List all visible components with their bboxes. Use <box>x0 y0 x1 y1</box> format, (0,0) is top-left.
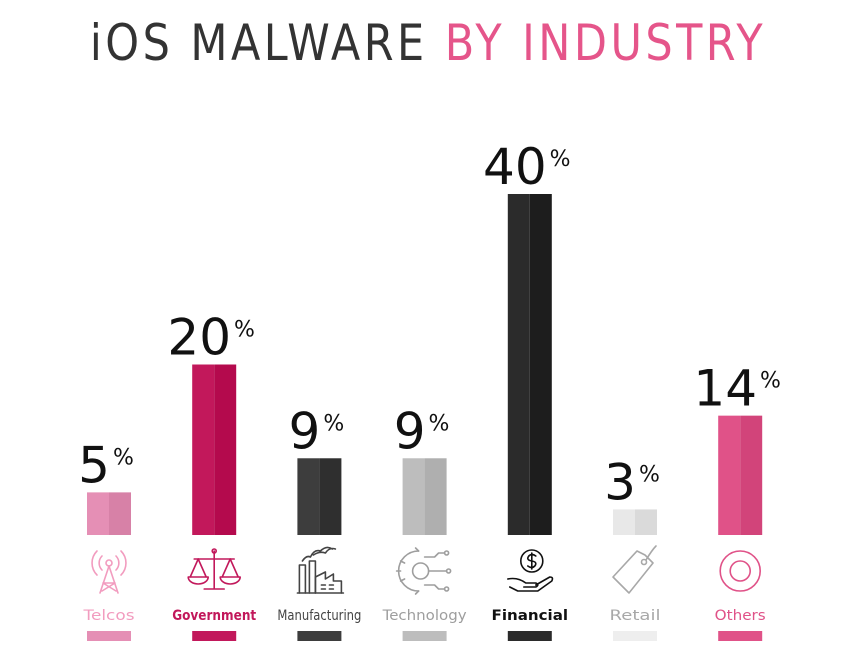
category-label-manufacturing: Manufacturing <box>277 608 361 624</box>
bar-retail-shade <box>635 509 657 535</box>
value-label-technology: 9% <box>394 402 450 460</box>
factory-icon <box>296 546 345 594</box>
category-swatch-technology <box>402 631 447 641</box>
category-swatch-manufacturing <box>297 631 342 641</box>
chart-title-part1: iOS MALWARE <box>89 14 428 72</box>
bar-government-shade <box>214 364 237 535</box>
value-label-manufacturing: 9% <box>289 402 345 460</box>
bar-government <box>192 364 215 535</box>
chart-title-part2: BY INDUSTRY <box>444 14 767 72</box>
scales-icon <box>187 548 241 590</box>
category-swatch-financial <box>507 631 552 641</box>
bar-others <box>718 415 741 535</box>
price-tag-icon <box>612 545 657 594</box>
bar-telcos <box>87 492 109 535</box>
bar-manufacturing-shade <box>319 458 342 535</box>
category-label-retail: Retail <box>610 608 661 624</box>
gear-circuit-icon <box>395 547 452 595</box>
value-label-government: 20% <box>167 309 255 367</box>
category-swatch-retail <box>613 631 657 641</box>
chart-title: iOS MALWARE BY INDUSTRY <box>60 14 796 72</box>
bar-others-shade <box>740 415 763 535</box>
money-hand-icon <box>507 549 554 592</box>
category-label-financial: Financial <box>492 608 569 624</box>
bar-technology-shade <box>424 458 447 535</box>
category-label-government: Government <box>172 608 256 624</box>
category-swatch-telcos <box>87 631 131 641</box>
category-swatch-government <box>192 631 237 641</box>
bar-financial <box>507 194 530 535</box>
bar-retail <box>613 509 635 535</box>
value-label-financial: 40% <box>483 138 571 196</box>
ring-icon <box>719 550 762 592</box>
bar-telcos-shade <box>109 492 131 535</box>
bar-technology <box>402 458 425 535</box>
value-label-retail: 3% <box>604 453 660 511</box>
antenna-icon <box>91 550 127 594</box>
bar-financial-shade <box>529 194 552 535</box>
category-swatch-others <box>718 631 763 641</box>
category-label-technology: Technology <box>382 608 467 624</box>
value-label-telcos: 5% <box>78 436 134 494</box>
bar-manufacturing <box>297 458 320 535</box>
category-label-telcos: Telcos <box>82 608 134 624</box>
value-label-others: 14% <box>693 360 781 418</box>
category-label-others: Others <box>715 608 766 624</box>
